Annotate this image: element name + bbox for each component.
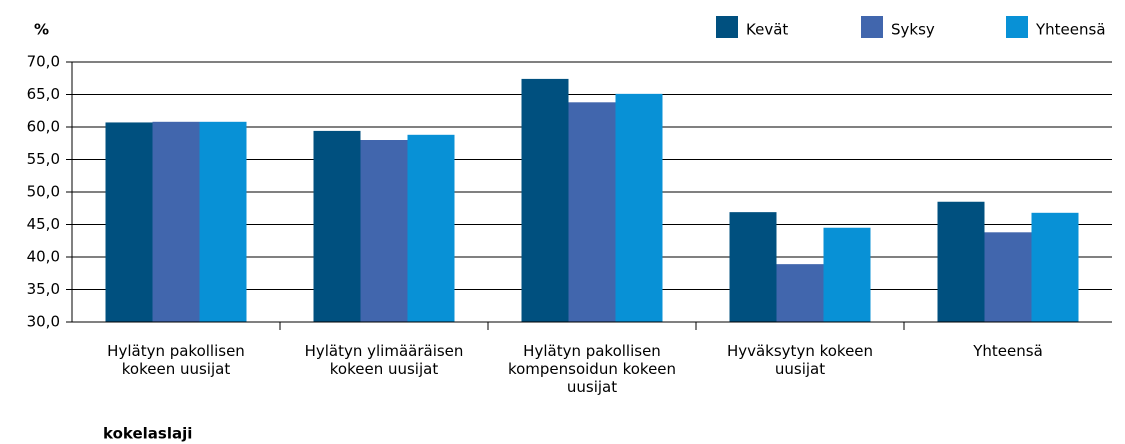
bar [729, 212, 777, 322]
x-tick-label: Hylätyn ylimääräisen kokeen uusijat [304, 342, 464, 378]
y-tick-label: 70,0 [27, 53, 60, 71]
bar [199, 121, 247, 322]
bar [152, 121, 200, 322]
y-tick-label: 45,0 [27, 215, 60, 233]
x-axis-label: kokelaslaji [103, 425, 192, 443]
y-axis-label: % [34, 21, 49, 39]
bar [105, 122, 153, 322]
bar [615, 93, 663, 322]
legend-swatch [716, 16, 738, 38]
x-tick-label: Yhteensä [973, 342, 1043, 360]
x-tick-label: Hylätyn pakollisen kokeen uusijat [107, 342, 245, 378]
bar [776, 264, 824, 322]
bar [984, 232, 1032, 322]
y-tick-label: 35,0 [27, 280, 60, 298]
bar [1031, 212, 1079, 322]
bar [407, 134, 455, 322]
bar [823, 227, 871, 322]
y-tick-label: 65,0 [27, 85, 60, 103]
y-tick-label: 30,0 [27, 313, 60, 331]
legend-label: Kevät [746, 21, 788, 39]
bar [313, 130, 361, 322]
y-tick-label: 60,0 [27, 118, 60, 136]
legend-swatch [861, 16, 883, 38]
legend-label: Syksy [891, 21, 935, 39]
x-tick-label: Hyväksytyn kokeen uusijat [726, 342, 874, 378]
bar [568, 102, 616, 322]
y-tick-label: 55,0 [27, 150, 60, 168]
legend-swatch [1006, 16, 1028, 38]
bar [521, 78, 569, 323]
x-tick-label: Hylätyn pakollisen kompensoidun kokeen u… [507, 342, 677, 396]
bar [360, 140, 408, 322]
bar [937, 201, 985, 322]
y-tick-label: 40,0 [27, 248, 60, 266]
y-tick-label: 50,0 [27, 183, 60, 201]
legend-label: Yhteensä [1035, 21, 1106, 39]
